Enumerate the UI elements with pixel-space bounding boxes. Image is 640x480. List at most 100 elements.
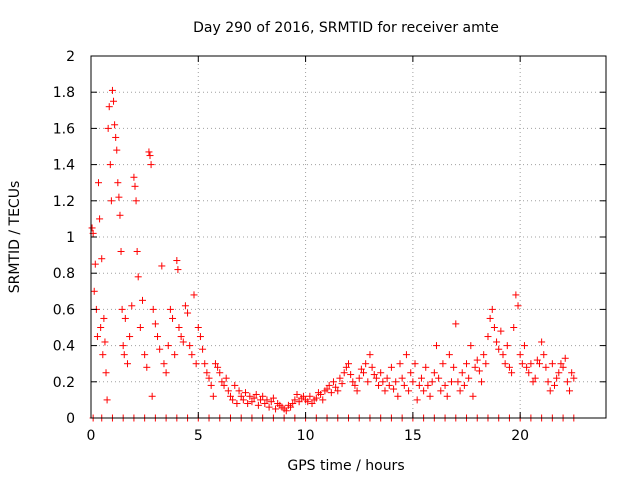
x-axis-title: GPS time / hours [287,458,404,474]
data-point [390,385,398,393]
data-point [437,387,445,395]
data-point [184,309,192,317]
data-point [203,369,211,377]
data-point [454,378,462,386]
y-tick-label: 1.8 [53,85,75,101]
data-point [111,121,119,129]
data-point [231,381,239,389]
data-point [450,363,458,371]
grid-lines [91,56,606,418]
data-point [235,387,243,395]
data-point [529,378,537,386]
y-tick-label: 0.2 [53,375,75,391]
data-point [224,387,232,395]
data-point [452,320,460,328]
data-point [97,324,105,331]
data-point [103,396,111,404]
data-point [267,398,275,406]
data-point [398,374,406,382]
data-point [123,360,131,368]
data-point [101,338,109,346]
data-point [173,257,181,265]
data-point [448,378,455,386]
data-point [196,333,204,341]
data-point [340,369,348,377]
data-point [349,378,357,386]
data-point [96,215,104,223]
data-point [186,342,194,350]
data-point [312,394,320,402]
data-point [175,324,183,331]
y-tick-label: 0.8 [53,266,75,282]
data-point [222,374,230,382]
data-point [508,369,516,377]
data-point [338,380,346,388]
x-tick-labels: 0 5 10 15 20 [87,428,530,444]
data-point [439,360,447,368]
data-point [156,345,164,353]
data-point [201,360,209,368]
data-point [179,338,187,346]
data-point [229,396,237,404]
data-point [325,381,333,389]
data-point [402,351,410,359]
x-tick-label: 15 [404,428,422,444]
data-point [220,381,228,389]
data-points [88,86,578,422]
data-point [282,407,290,415]
data-point [113,146,121,154]
data-point [131,182,139,190]
y-tick-label: 1.4 [53,158,75,174]
data-point [336,374,344,382]
data-point [493,338,501,346]
data-point [415,381,423,389]
data-point [291,396,299,404]
data-point [289,400,297,408]
data-point [467,342,475,350]
data-point [531,374,539,382]
data-point [207,381,215,389]
data-point [107,197,115,205]
data-point [239,396,247,404]
data-point [516,351,524,359]
data-point [518,360,526,368]
data-point [486,314,494,322]
data-point [116,211,124,219]
data-point [151,320,159,328]
data-point [295,398,303,406]
data-point [465,374,473,382]
data-point [304,398,312,406]
data-point [287,403,295,411]
data-point [117,247,125,255]
data-point [503,342,511,350]
data-point [355,374,363,382]
data-point [329,378,337,386]
data-point [105,103,113,111]
data-point [115,193,123,201]
data-point [353,387,361,395]
data-point [469,392,477,400]
data-point [317,390,325,398]
x-tick-label: 0 [87,428,96,444]
data-point [272,405,280,413]
data-point [145,148,153,156]
data-point [372,374,380,382]
data-point [108,86,116,94]
data-point [396,360,404,368]
data-point [90,287,98,295]
data-point [261,400,269,408]
data-point [323,385,331,393]
y-tick-label: 0.6 [53,302,75,318]
y-axis-title: SRMTID / TECUs [7,181,23,294]
data-point [392,378,400,386]
data-point [432,342,440,350]
data-point [495,345,503,353]
data-point [244,400,252,408]
data-point [252,390,260,398]
data-point [257,396,265,404]
data-point [561,354,569,362]
x-tick-label: 5 [194,428,203,444]
data-point [319,396,327,404]
y-tick-label: 0 [66,411,75,427]
data-point [148,392,156,400]
